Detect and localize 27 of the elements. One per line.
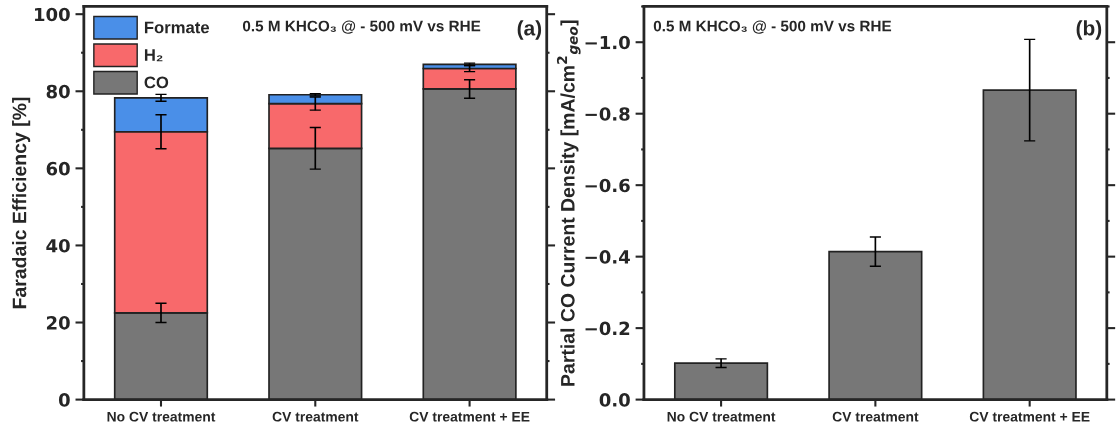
y-axis-title: Faradaic Efficiency [%] <box>12 97 31 309</box>
y-tick-label: 20 <box>46 315 70 330</box>
y-tick-label: −1.0 <box>585 35 630 50</box>
legend-label: CO <box>144 76 169 89</box>
x-tick-label: CV treatment + EE <box>969 411 1090 422</box>
y-tick-label: 60 <box>46 161 70 176</box>
annotation: 0.5 M KHCO₃ @ - 500 mV vs RHE <box>653 20 892 34</box>
y-axis-title: Partial CO Current Density [mA/cm$^{2}$$_{geo}$] <box>556 20 581 386</box>
y-tick-label: 80 <box>46 84 70 99</box>
y-tick-label: −0.2 <box>585 321 630 336</box>
legend-label: H₂ <box>144 49 163 62</box>
x-tick-label: CV treatment <box>832 411 919 422</box>
y-tick-label: 40 <box>46 238 70 253</box>
y-tick-label: −0.4 <box>585 250 630 264</box>
y-tick-label: 100 <box>35 7 70 22</box>
annotation: (b) <box>1076 20 1102 40</box>
x-tick-label: No CV treatment <box>107 411 216 422</box>
x-tick-label: CV treatment <box>272 411 359 422</box>
annotation: (a) <box>517 20 542 40</box>
y-tick-label: 0 <box>58 393 70 407</box>
y-tick-label: −0.6 <box>585 178 630 193</box>
y-tick-label: 0.0 <box>599 393 630 407</box>
x-tick-label: No CV treatment <box>667 411 776 422</box>
legend-label: Formate <box>144 21 210 34</box>
annotation: 0.5 M KHCO₃ @ - 500 mV vs RHE <box>242 20 481 34</box>
x-tick-label: CV treatment + EE <box>409 411 530 422</box>
y-tick-label: −0.8 <box>585 107 630 121</box>
